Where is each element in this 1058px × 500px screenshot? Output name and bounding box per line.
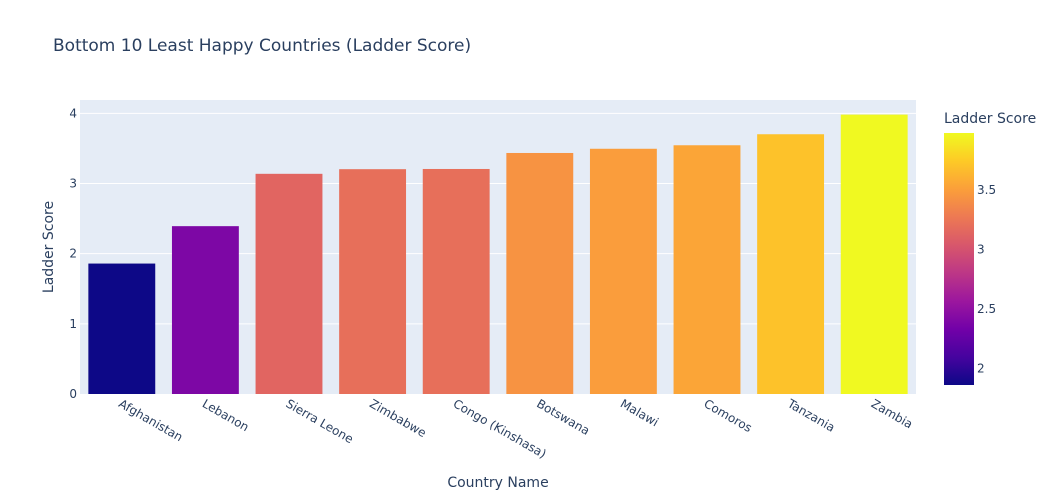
chart-title: Bottom 10 Least Happy Countries (Ladder … (53, 36, 471, 56)
x-tick-label: Afghanistan (116, 396, 185, 444)
x-tick-label: Congo (Kinshasa) (451, 396, 549, 461)
x-tick-label: Botswana (534, 396, 592, 437)
bar-comoros[interactable] (673, 145, 741, 394)
y-tick-label: 2 (69, 247, 77, 261)
bar-botswana[interactable] (506, 152, 574, 394)
x-tick-label: Zimbabwe (367, 396, 429, 440)
x-tick-label: Malawi (618, 396, 661, 429)
colorbar (944, 133, 974, 385)
colorbar-tick-label: 2.5 (977, 302, 996, 316)
y-tick-label: 3 (69, 176, 77, 190)
colorbar-ticks: 2 2.5 3 3.5 (977, 183, 996, 375)
x-tick-label: Tanzania (784, 396, 837, 435)
x-tick-label: Zambia (869, 396, 915, 431)
x-tick-label: Lebanon (200, 396, 252, 434)
colorbar-tick-label: 3 (977, 243, 985, 257)
bar-sierra-leone[interactable] (255, 173, 323, 394)
y-tick-label: 4 (69, 106, 77, 120)
y-axis-title: Ladder Score (41, 201, 57, 293)
x-tick-label: Sierra Leone (284, 396, 356, 446)
x-axis-title: Country Name (447, 475, 548, 491)
x-tick-label: Comoros (702, 396, 755, 435)
x-axis-ticks: Afghanistan Lebanon Sierra Leone Zimbabwe Co… (116, 396, 915, 461)
colorbar-title: Ladder Score (944, 111, 1036, 127)
colorbar-tick-label: 3.5 (977, 183, 996, 197)
bars (88, 114, 908, 395)
y-axis-ticks: 0 1 2 3 4 (69, 106, 77, 401)
y-tick-label: 0 (69, 387, 77, 401)
bar-tanzania[interactable] (757, 134, 825, 395)
y-tick-label: 1 (69, 317, 77, 331)
bar-congo-kinshasa[interactable] (422, 168, 490, 394)
bar-lebanon[interactable] (171, 226, 239, 394)
bar-zimbabwe[interactable] (339, 169, 407, 394)
bar-malawi[interactable] (589, 148, 657, 394)
bar-afghanistan[interactable] (88, 263, 156, 394)
colorbar-tick-label: 2 (977, 361, 985, 375)
bar-zambia[interactable] (840, 114, 908, 394)
